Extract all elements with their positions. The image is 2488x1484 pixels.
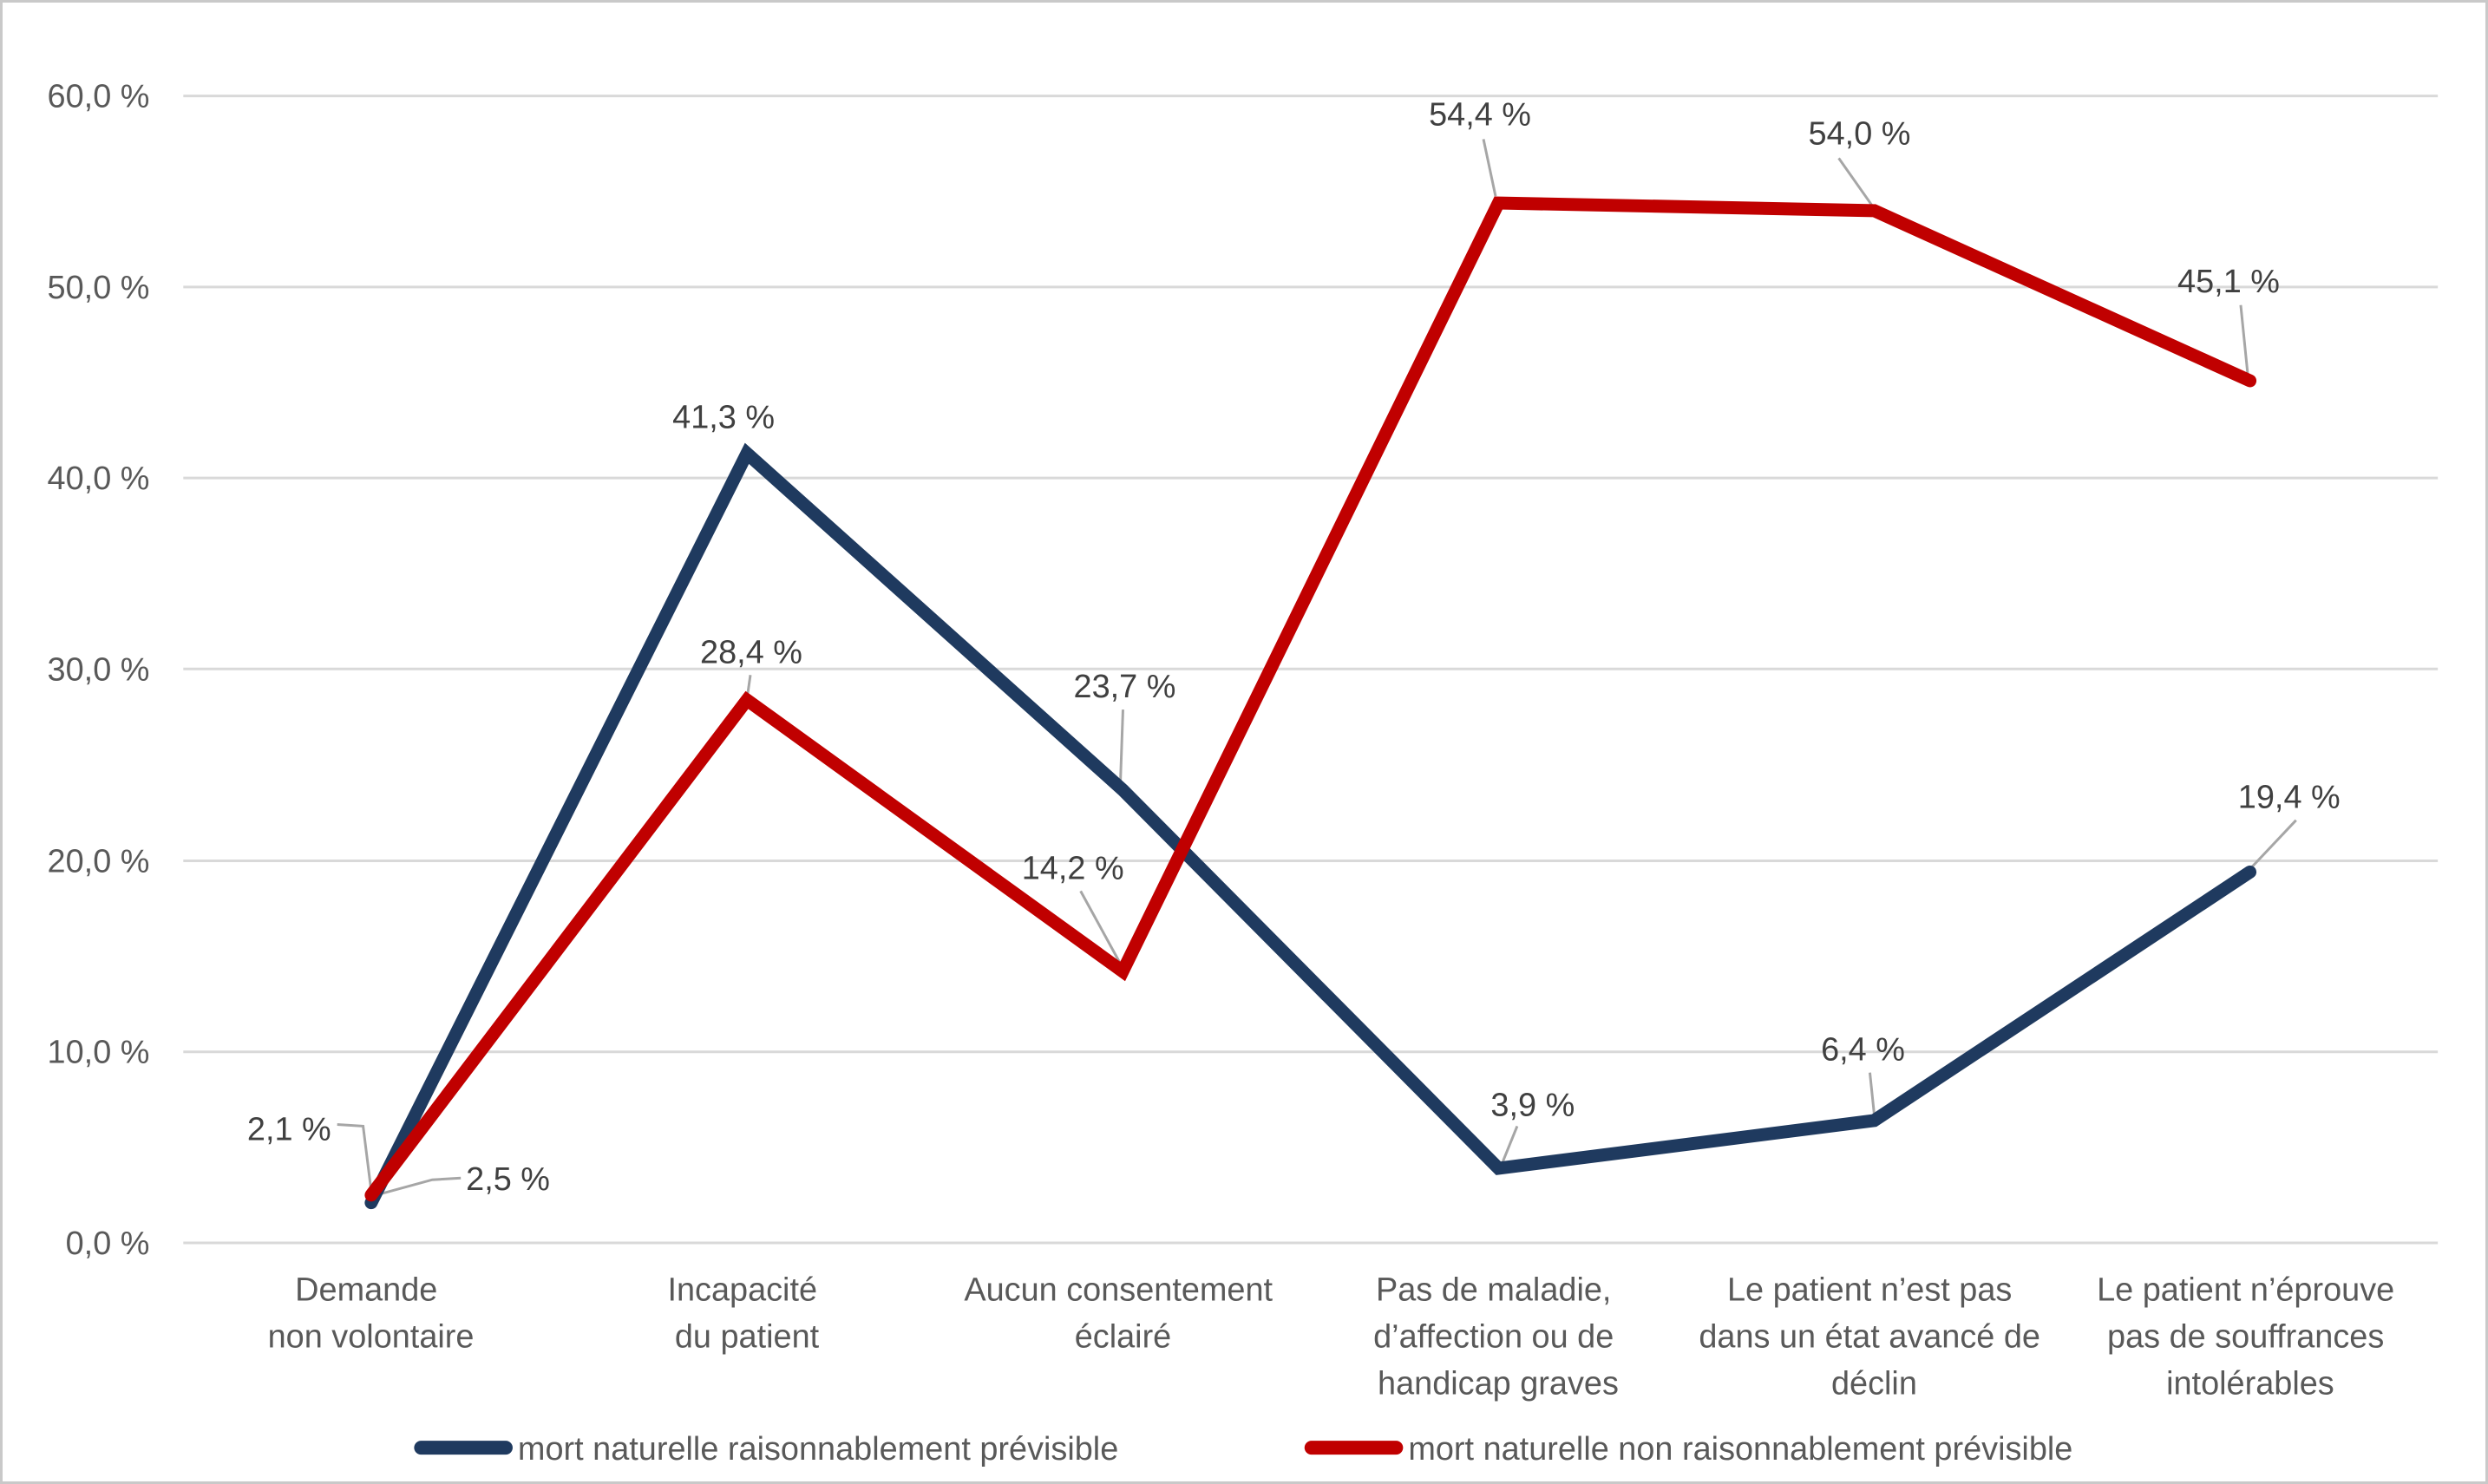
y-axis-labels: 0,0 % 10,0 % 20,0 % 30,0 % 40,0 % 50,0 %… bbox=[48, 79, 150, 1262]
data-label-leaders bbox=[337, 139, 2297, 1197]
x-axis-labels: Demande non volontaire Incapacité du pat… bbox=[268, 1272, 2404, 1402]
line-chart-canvas: 0,0 % 10,0 % 20,0 % 30,0 % 40,0 % 50,0 %… bbox=[48, 79, 2439, 1468]
leader-line bbox=[1868, 1072, 1876, 1115]
series-line-non-previsible bbox=[364, 196, 2257, 1202]
leader-line bbox=[1837, 157, 1873, 206]
legend-label-non-previsible: mort naturelle non raisonnablement prévi… bbox=[1408, 1431, 2072, 1468]
category-label: Aucun consentement éclairé bbox=[964, 1272, 1281, 1356]
data-label: 3,9 % bbox=[1490, 1087, 1575, 1123]
category-label: Demande non volontaire bbox=[268, 1272, 475, 1356]
y-tick-label: 10,0 % bbox=[48, 1035, 150, 1071]
category-label: Pas de maladie, d’affection ou de handic… bbox=[1373, 1272, 1623, 1402]
leader-line bbox=[2250, 819, 2297, 868]
category-label: Le patient n’éprouve pas de souffrances … bbox=[2097, 1272, 2404, 1402]
legend-label-previsible: mort naturelle raisonnablement prévisibl… bbox=[518, 1431, 1118, 1468]
data-label: 23,7 % bbox=[1074, 669, 1176, 705]
data-labels: 2,1 % 41,3 % 23,7 % 3,9 % 6,4 % 19,4 % 2… bbox=[247, 97, 2341, 1199]
data-label: 41,3 % bbox=[672, 399, 775, 435]
data-label: 2,1 % bbox=[247, 1111, 331, 1147]
category-label: Le patient n’est pas dans un état avancé… bbox=[1699, 1272, 2049, 1402]
y-tick-label: 50,0 % bbox=[48, 270, 150, 306]
leader-line bbox=[746, 675, 752, 694]
leader-line bbox=[1482, 139, 1497, 197]
y-tick-label: 60,0 % bbox=[48, 79, 150, 115]
category-label: Incapacité du patient bbox=[667, 1272, 826, 1356]
y-gridlines bbox=[183, 95, 2439, 1245]
data-label: 6,4 % bbox=[1821, 1032, 1905, 1069]
y-tick-label: 30,0 % bbox=[48, 651, 150, 688]
leader-line bbox=[2239, 304, 2249, 374]
leader-line bbox=[1501, 1125, 1519, 1163]
data-label: 19,4 % bbox=[2238, 780, 2341, 816]
leader-line bbox=[337, 1122, 373, 1189]
series-line-previsible bbox=[364, 442, 2257, 1210]
data-label: 54,4 % bbox=[1429, 97, 1531, 134]
data-label: 28,4 % bbox=[700, 634, 802, 670]
data-label: 45,1 % bbox=[2177, 264, 2280, 300]
y-tick-label: 40,0 % bbox=[48, 461, 150, 497]
y-tick-label: 0,0 % bbox=[66, 1226, 150, 1262]
leader-line bbox=[375, 1176, 462, 1197]
data-label: 14,2 % bbox=[1022, 850, 1124, 886]
data-label: 54,0 % bbox=[1809, 115, 1911, 152]
y-tick-label: 20,0 % bbox=[48, 843, 150, 879]
data-label: 2,5 % bbox=[466, 1161, 550, 1198]
legend: mort naturelle raisonnablement prévisibl… bbox=[414, 1431, 2072, 1468]
leader-line bbox=[1119, 709, 1124, 783]
leader-line bbox=[1079, 890, 1122, 964]
